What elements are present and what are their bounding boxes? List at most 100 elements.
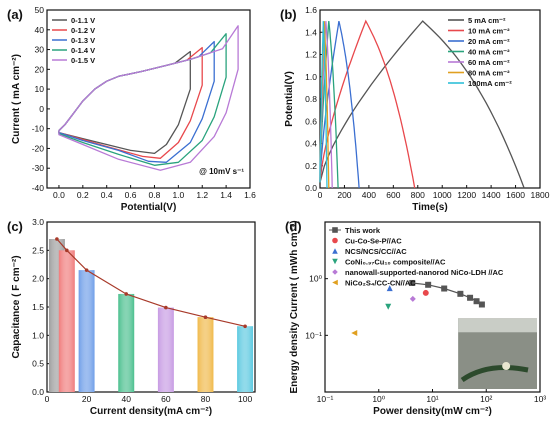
x-tick-label: 80 [201, 394, 211, 404]
legend-entry: 60 mA cm⁻² [468, 58, 510, 67]
x-tick-label: 1.2 [196, 190, 208, 200]
scan-rate-annotation: @ 10mV s⁻¹ [199, 167, 244, 176]
plot-frame [324, 221, 541, 393]
legend-entry: 0-1.2 V [71, 26, 95, 35]
trend-point [55, 237, 59, 241]
x-tick-label: 1.0 [172, 190, 184, 200]
device-led [502, 362, 511, 370]
legend-entry: 20 mA cm⁻² [468, 37, 510, 46]
x-tick-label: 40 [122, 394, 132, 404]
bar-shine [197, 317, 214, 392]
x-axis-label: Current density(mA cm⁻²) [90, 406, 212, 417]
marker-triangle-down [332, 258, 338, 265]
device-photo-background [458, 318, 537, 333]
y-tick-label: 30 [35, 45, 45, 55]
y-tick-label: -40 [32, 183, 45, 193]
marker-square [425, 281, 432, 288]
y-tick-label: 50 [35, 5, 45, 15]
y-tick-label: 0.4 [305, 139, 317, 149]
y-axis-label: Potential(V) [284, 71, 295, 127]
x-tick-label: 60 [161, 394, 171, 404]
bar-shine [78, 270, 95, 392]
legend-entry: nanowall-supported-nanorod NiCo-LDH //AC [345, 268, 504, 277]
trend-point [243, 324, 247, 329]
gcd-curve [319, 20, 525, 189]
cv-curve [58, 25, 239, 171]
x-tick-label: 600 [386, 190, 400, 200]
y-tick-label: 0.0 [32, 387, 44, 397]
x-tick-label: 200 [337, 190, 351, 200]
marker-triangle-up [332, 248, 338, 254]
y-tick-label: 1.6 [305, 5, 317, 15]
marker-square [478, 301, 485, 308]
y-tick-label: 1.4 [305, 27, 317, 37]
marker-triangle-left [332, 279, 338, 286]
bar-shine [157, 307, 174, 392]
x-tick-label: 0.4 [101, 190, 113, 200]
y-tick-label: 0 [39, 104, 44, 114]
legend-entry: 80 mA cm⁻² [468, 69, 510, 78]
y-axis-label: Current ( mA cm⁻²) [11, 54, 22, 144]
y-tick-label: 40 [35, 25, 45, 35]
legend-entry: CoNi₀.₉₇Cu₁₀ composite//AC [345, 258, 446, 267]
y-tick-label: 0.8 [305, 94, 317, 104]
y-tick-label: 1.2 [305, 50, 317, 60]
marker-square [441, 285, 448, 292]
y-axis-label: Energy density Current ( mWh cm⁻²) [289, 220, 300, 393]
x-tick-label: 800 [411, 190, 425, 200]
y-axis-label: Capacitance ( F cm⁻²) [11, 255, 22, 358]
legend-entry: NCS/NCS/CC//AC [345, 247, 407, 256]
y-tick-label: 1.0 [32, 330, 44, 340]
y-tick-label: -10 [32, 124, 45, 134]
trend-point [164, 305, 168, 310]
y-tick-label: -30 [32, 163, 45, 173]
trend-point [203, 315, 208, 320]
y-tick-label: 0.6 [305, 116, 317, 126]
marker-triangle-down [385, 303, 392, 310]
x-tick-label: 1.4 [220, 190, 232, 200]
y-tick-label: 2.5 [32, 245, 44, 255]
x-axis-label: Potential(V) [121, 202, 177, 213]
plot-frame [319, 9, 541, 189]
legend-entry: 0-1.4 V [71, 46, 95, 55]
x-tick-label: 1.6 [244, 190, 256, 200]
marker-diamond [332, 269, 338, 275]
y-tick-label: 20 [35, 64, 45, 74]
legend-entry: 40 mA cm⁻² [468, 48, 510, 57]
x-tick-label: 0.2 [77, 190, 89, 200]
x-tick-label: 1200 [457, 190, 476, 200]
y-tick-label: 3.0 [32, 217, 44, 227]
marker-square [457, 290, 464, 297]
legend-entry: 5 mA cm⁻² [468, 16, 506, 25]
x-tick-label: 0.0 [53, 190, 65, 200]
x-tick-label: 10³ [534, 394, 546, 404]
x-tick-label: 10¹ [426, 394, 438, 404]
y-tick-label: 10⁰ [309, 274, 322, 284]
panel-label: (b) [280, 7, 297, 22]
x-tick-label: 100 [238, 394, 252, 404]
x-tick-label: 400 [362, 190, 376, 200]
y-tick-label: 10 [35, 84, 45, 94]
x-axis-label: Power density(mW cm⁻²) [373, 406, 492, 417]
trend-point [84, 268, 89, 272]
legend-entry: 0-1.3 V [71, 36, 95, 45]
bar-shine [237, 326, 254, 392]
bar-shine [58, 250, 75, 392]
x-tick-label: 0.8 [149, 190, 161, 200]
legend-entry: This work [345, 226, 381, 235]
marker-circle [332, 237, 338, 244]
marker-triangle-left [351, 329, 358, 336]
panel-label: (a) [7, 7, 23, 22]
x-tick-label: 1000 [433, 190, 452, 200]
legend-entry: 0-1.5 V [71, 56, 95, 65]
marker-diamond [409, 295, 416, 302]
x-tick-label: 10⁰ [372, 394, 385, 404]
gcd-curve [319, 21, 328, 189]
plot-frame [46, 221, 256, 393]
x-axis-label: Time(s) [412, 202, 447, 213]
y-tick-label: 2.0 [32, 274, 44, 284]
y-tick-label: 0.2 [305, 161, 317, 171]
x-tick-label: 0 [318, 190, 323, 200]
gcd-curve [319, 21, 339, 189]
